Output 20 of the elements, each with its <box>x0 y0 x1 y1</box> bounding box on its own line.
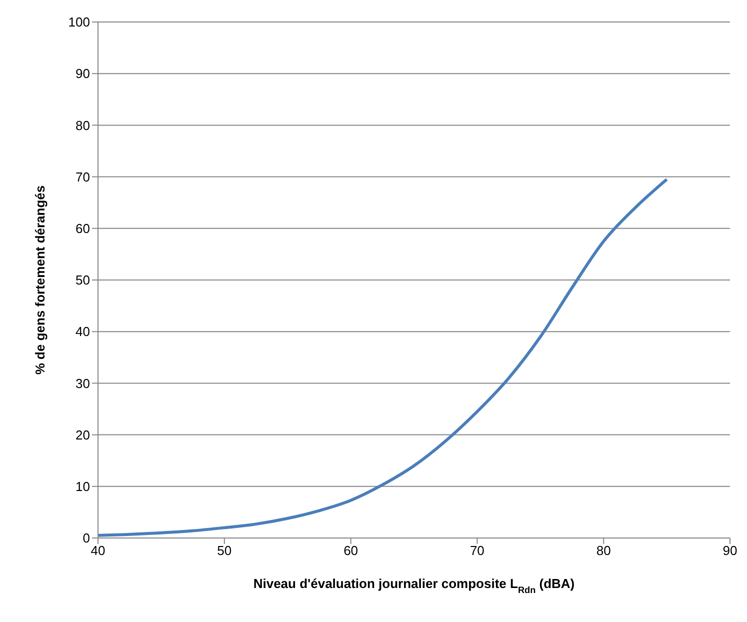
x-tick-label: 40 <box>90 543 106 558</box>
y-tick-label: 40 <box>76 324 90 340</box>
x-tick-label: 90 <box>722 543 738 558</box>
y-tick-label: 30 <box>76 376 90 391</box>
y-tick-label: 60 <box>76 221 90 236</box>
y-tick-label: 20 <box>76 427 90 442</box>
y-tick-label: 100 <box>68 14 90 30</box>
x-tick-label: 70 <box>470 543 484 558</box>
y-tick-label: 90 <box>76 66 90 82</box>
x-tick-label: 60 <box>344 543 358 558</box>
y-tick-label: 10 <box>76 479 90 494</box>
y-tick-label: 70 <box>76 169 90 184</box>
y-tick-label: 80 <box>76 118 90 133</box>
x-tick-label: 80 <box>596 543 611 558</box>
line-series <box>98 178 668 537</box>
x-axis-title: Niveau d'évaluation journalier composite L$_{Rdn}$ (dBA) <box>253 576 575 595</box>
y-axis-title: % de gens fortement dérangés <box>32 185 48 375</box>
y-tick-label: 50 <box>76 272 90 288</box>
x-tick-label: 50 <box>217 543 232 558</box>
y-tick-label: 0 <box>82 530 90 546</box>
